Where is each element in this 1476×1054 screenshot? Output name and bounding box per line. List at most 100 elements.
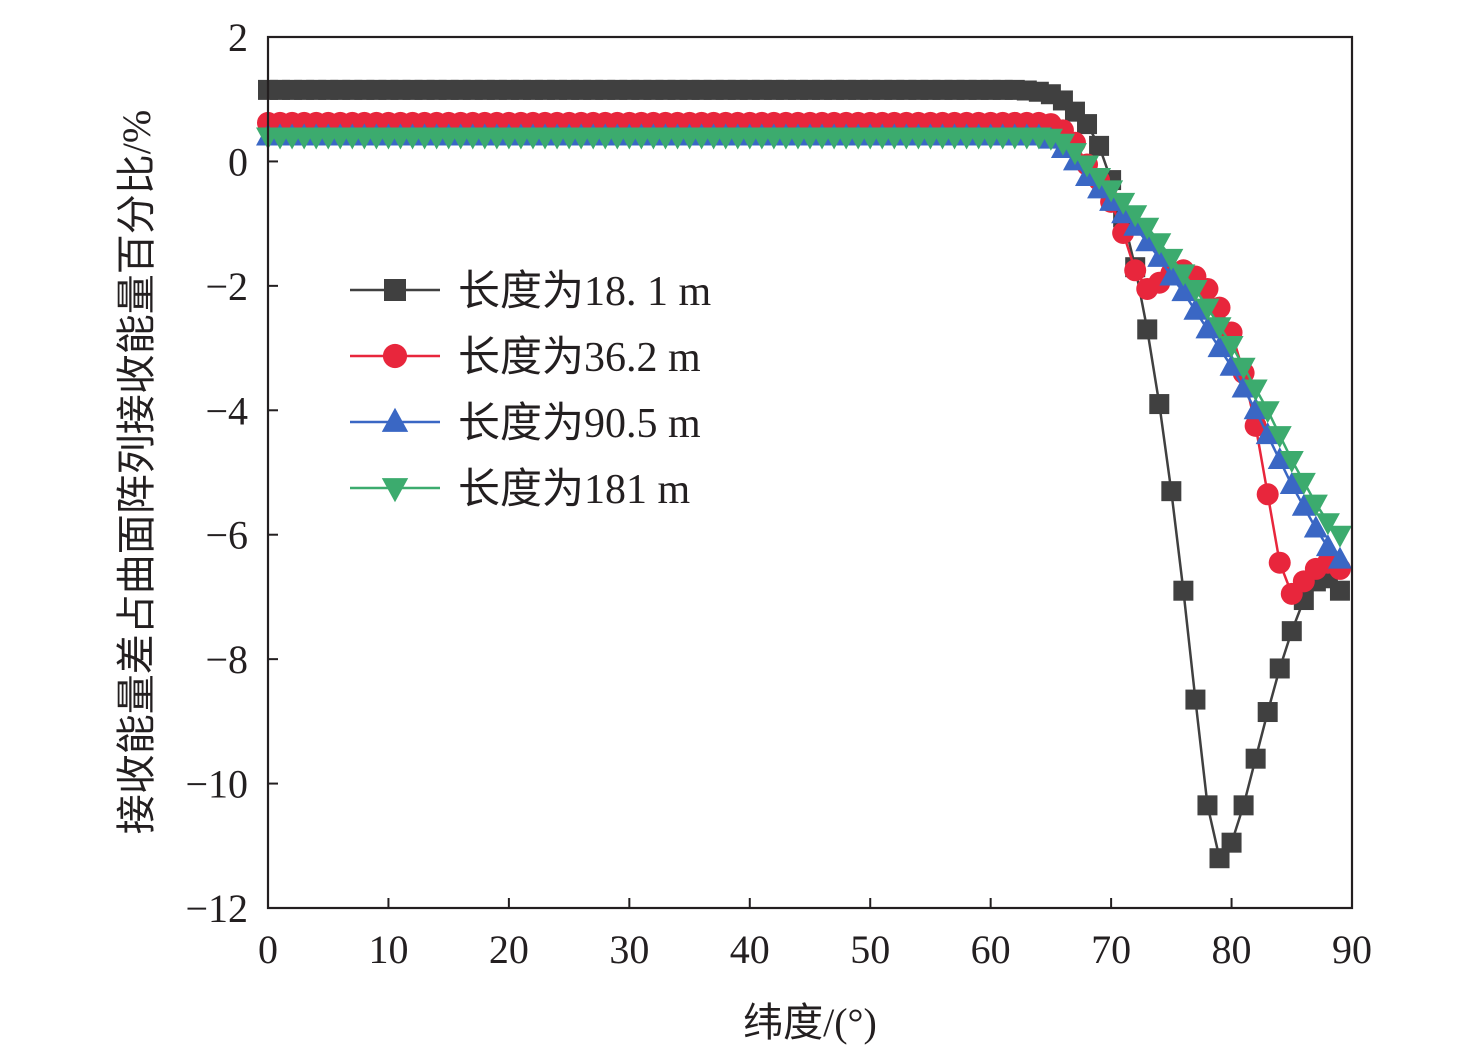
legend-marker <box>381 478 409 503</box>
x-axis-label: 纬度/(°) <box>743 1000 877 1045</box>
legend-item: 长度为36.2 m <box>350 335 701 381</box>
x-tick-label: 20 <box>489 927 529 972</box>
data-point <box>1062 143 1087 166</box>
data-point <box>1173 580 1194 601</box>
data-point <box>1147 244 1172 267</box>
data-point <box>1303 515 1328 538</box>
data-point <box>1124 259 1147 282</box>
legend-label: 长度为18. 1 m <box>458 269 712 315</box>
data-point <box>1147 233 1172 256</box>
data-point <box>1279 451 1304 474</box>
data-point <box>1255 422 1280 445</box>
data-point <box>1075 155 1100 178</box>
y-tick-label: −2 <box>205 264 248 309</box>
legend-item: 长度为90.5 m <box>350 401 701 447</box>
data-point <box>1219 353 1244 376</box>
data-point <box>1327 525 1352 548</box>
data-point <box>1329 580 1350 601</box>
data-point <box>1267 447 1292 470</box>
legend-label: 长度为36.2 m <box>458 335 701 381</box>
data-point <box>1327 546 1352 569</box>
data-point <box>1315 513 1340 536</box>
data-point <box>1159 263 1184 286</box>
data-point <box>1255 401 1280 424</box>
data-point <box>1050 133 1075 156</box>
data-point <box>1221 832 1242 853</box>
x-tick-label: 10 <box>368 927 408 972</box>
legend: 长度为18. 1 m 长度为36.2 m 长度为90.5 m 长度为181 m <box>350 269 712 513</box>
data-point <box>1269 658 1290 679</box>
data-point <box>1123 205 1148 228</box>
data-point <box>1077 114 1098 135</box>
y-axis-label: 接收能量差占曲面阵列接收能量百分比/% <box>114 110 159 834</box>
legend-marker <box>384 279 406 301</box>
data-point <box>1291 493 1316 516</box>
x-tick-label: 60 <box>971 927 1011 972</box>
data-point <box>1219 335 1244 358</box>
data-point <box>1231 357 1256 380</box>
data-point <box>1111 192 1136 215</box>
y-tick-label: 2 <box>228 15 248 60</box>
data-point <box>1243 379 1268 402</box>
y-tick-label: −12 <box>185 886 248 931</box>
data-point <box>1243 397 1268 420</box>
plot-frame <box>266 35 1354 910</box>
series-line <box>268 121 1341 597</box>
data-point <box>1281 621 1302 642</box>
data-point <box>1245 748 1266 769</box>
data-point <box>1137 319 1158 340</box>
data-point <box>1149 394 1170 415</box>
y-tick-label: −6 <box>205 513 248 558</box>
data-point <box>1197 795 1218 816</box>
data-point <box>1099 180 1124 203</box>
series-4 <box>256 127 1352 548</box>
data-point <box>1303 494 1328 517</box>
series-3 <box>256 123 1352 569</box>
data-point <box>1089 135 1110 156</box>
data-point <box>1087 167 1112 190</box>
y-tick-label: −4 <box>205 388 248 433</box>
legend-item: 长度为181 m <box>350 467 691 513</box>
data-point <box>1207 317 1232 340</box>
data-point <box>1315 534 1340 557</box>
y-tick-label: −8 <box>205 637 248 682</box>
legend-label: 长度为90.5 m <box>458 401 701 447</box>
x-tick-label: 50 <box>850 927 890 972</box>
series-layer <box>256 79 1352 869</box>
data-point <box>1233 795 1254 816</box>
data-point <box>1161 481 1182 502</box>
data-point <box>1171 279 1196 302</box>
data-point <box>1195 316 1220 339</box>
series-2 <box>257 111 1351 605</box>
data-point <box>1256 483 1279 506</box>
data-point <box>1185 689 1206 710</box>
data-point <box>1207 335 1232 358</box>
series-line <box>268 88 1341 862</box>
x-tick-label: 30 <box>609 927 649 972</box>
data-point <box>1159 248 1184 271</box>
y-tick-label: 0 <box>228 139 248 184</box>
x-tick-label: 80 <box>1212 927 1252 972</box>
x-tick-label: 90 <box>1332 927 1372 972</box>
legend-marker <box>382 343 408 369</box>
legend-item: 长度为18. 1 m <box>350 269 712 315</box>
x-tick-label: 0 <box>258 927 278 972</box>
legend-marker <box>381 407 409 432</box>
data-point <box>1231 375 1256 398</box>
data-point <box>1291 472 1316 495</box>
data-point <box>1267 426 1292 449</box>
data-point <box>1195 298 1220 321</box>
series-line <box>268 135 1341 536</box>
data-point <box>1135 217 1160 240</box>
data-point <box>1135 229 1160 252</box>
x-tick-label: 40 <box>730 927 770 972</box>
y-tick-label: −10 <box>185 762 248 807</box>
data-point <box>1268 551 1291 574</box>
data-point <box>1279 471 1304 494</box>
legend-label: 长度为181 m <box>458 467 691 513</box>
series-1 <box>258 79 1350 869</box>
data-point <box>1171 264 1196 287</box>
x-tick-label: 70 <box>1091 927 1131 972</box>
